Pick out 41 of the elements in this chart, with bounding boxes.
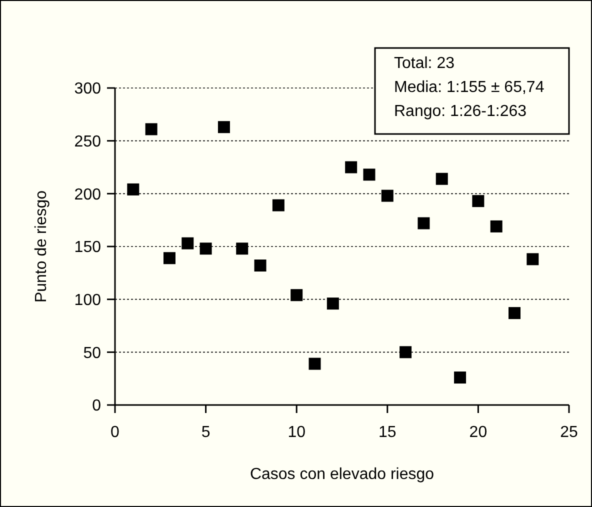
point — [308, 358, 321, 370]
point — [490, 220, 502, 232]
point — [454, 372, 466, 384]
annotation: Media: 1:155 ± 65,74 — [394, 79, 544, 96]
point — [145, 123, 158, 136]
point — [254, 260, 266, 272]
point — [218, 121, 230, 134]
x-tick-label: 20 — [469, 424, 488, 441]
point — [345, 161, 358, 174]
y-tick-label: 250 — [74, 133, 102, 150]
x-tick-label: 15 — [378, 424, 396, 441]
x-tick-label: 10 — [288, 424, 306, 441]
point — [508, 307, 521, 320]
x-axis-title: Casos con elevado riesgo — [250, 466, 434, 483]
point — [182, 237, 194, 250]
point — [363, 168, 376, 181]
y-axis-title: Punto de riesgo — [33, 190, 50, 303]
point — [400, 346, 412, 358]
x-tick-label: 25 — [560, 424, 578, 441]
point — [163, 252, 176, 264]
point — [272, 199, 284, 212]
y-tick-label: 100 — [74, 292, 102, 309]
annotation: Rango: 1:26-1:263 — [394, 103, 527, 120]
point — [326, 298, 339, 310]
point — [290, 289, 303, 302]
point — [472, 195, 484, 208]
x-tick-label: 5 — [201, 424, 210, 441]
y-tick-label: 50 — [83, 344, 102, 362]
point — [381, 190, 394, 202]
text: Total: 23 — [394, 55, 455, 72]
y-tick-label: 300 — [74, 80, 102, 98]
point — [436, 172, 448, 185]
point — [418, 217, 430, 230]
point — [236, 242, 248, 255]
x-tick-label: 0 — [110, 424, 120, 441]
y-tick-label: 200 — [74, 186, 102, 204]
y-tick-label: 150 — [74, 239, 102, 256]
point — [526, 253, 539, 266]
point — [127, 183, 140, 196]
point — [200, 242, 212, 255]
y-tick-label: 0 — [92, 398, 102, 415]
